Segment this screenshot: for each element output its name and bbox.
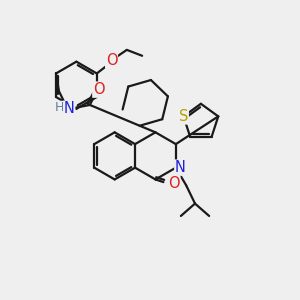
Text: H: H xyxy=(55,101,64,114)
Text: O: O xyxy=(93,82,104,97)
Text: N: N xyxy=(175,160,186,175)
Text: O: O xyxy=(168,176,180,191)
Text: O: O xyxy=(106,53,117,68)
Text: N: N xyxy=(64,101,75,116)
Text: S: S xyxy=(179,109,188,124)
